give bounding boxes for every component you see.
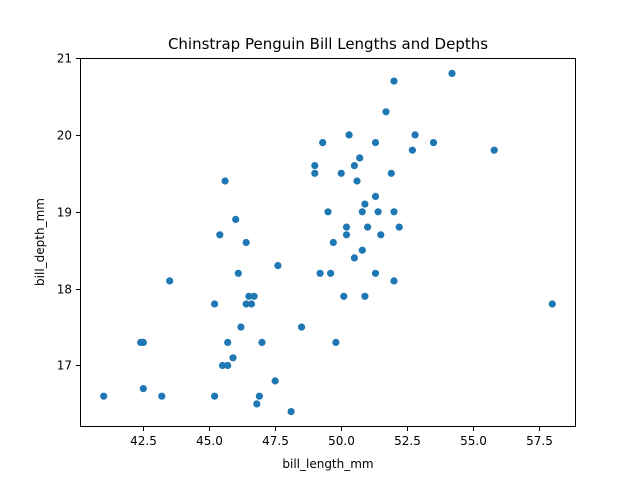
data-point [234,269,242,277]
data-point [350,254,358,262]
data-point [274,262,282,270]
data-point [253,400,261,408]
data-point [350,162,358,170]
data-point [224,338,232,346]
data-point [229,354,237,362]
data-point [371,192,380,200]
points-layer [100,69,556,416]
data-point [329,238,337,247]
data-point [361,200,369,208]
data-point [490,146,498,154]
data-point [139,385,147,393]
data-point [342,223,351,231]
x-axis: 42.5 45.0 47.5 50.0 52.5 55.0 57.5 [130,427,553,448]
data-point [319,139,327,147]
data-point [247,300,256,308]
data-point [374,208,382,216]
data-point [548,300,556,308]
chart-title: Chinstrap Penguin Bill Lengths and Depth… [168,35,488,53]
x-tick-label: 45.0 [196,434,223,448]
data-point [255,392,263,400]
data-point [218,361,227,370]
data-point [448,69,456,77]
data-point [311,162,319,170]
y-tick-label: 21 [57,52,72,66]
data-point [139,338,147,346]
data-point [211,392,219,400]
data-point [408,146,416,154]
data-point [311,169,319,177]
data-point [327,269,335,277]
data-point [371,269,380,277]
data-point [390,277,398,285]
data-point [358,246,366,254]
data-point [224,361,232,370]
data-point [340,292,348,300]
data-point [390,208,398,216]
data-point [332,338,340,346]
data-point [371,139,380,147]
data-point [245,292,253,300]
data-point [429,139,438,147]
data-point [377,231,385,239]
data-point [316,269,324,277]
y-tick-label: 19 [57,206,72,220]
x-tick-label: 42.5 [130,434,157,448]
data-point [382,108,390,116]
data-point [395,223,403,231]
data-point [258,338,266,346]
data-point [387,169,395,177]
data-point [242,238,250,247]
x-tick-label: 47.5 [262,434,289,448]
data-point [361,292,369,300]
data-point [232,215,240,223]
x-tick-label: 50.0 [328,434,355,448]
x-tick-label: 55.0 [460,434,487,448]
data-point [242,300,250,308]
x-tick-label: 52.5 [394,434,421,448]
y-tick-label: 17 [57,359,72,373]
x-axis-label: bill_length_mm [282,457,373,471]
data-point [158,392,166,400]
data-point [353,177,361,185]
data-point [211,300,219,308]
y-tick-label: 18 [57,283,72,297]
data-point [390,77,398,85]
data-point [250,292,258,300]
data-point [337,169,345,177]
data-point [342,231,351,239]
plot-area-frame [80,58,576,427]
y-tick-label: 20 [57,129,72,143]
data-point [411,131,419,139]
data-point [287,408,295,416]
data-point [216,231,224,239]
y-axis: 17 18 19 20 21 [57,52,80,373]
data-point [324,208,332,216]
data-point [356,154,364,162]
y-axis-label: bill_depth_mm [33,198,47,286]
data-point [166,277,174,285]
data-point [237,323,245,331]
data-point [100,392,108,400]
data-point [298,323,306,331]
data-point [364,223,372,231]
data-point [271,377,279,385]
x-tick-label: 57.5 [526,434,553,448]
data-point [221,177,229,185]
data-point [358,208,366,216]
data-point [345,131,353,139]
